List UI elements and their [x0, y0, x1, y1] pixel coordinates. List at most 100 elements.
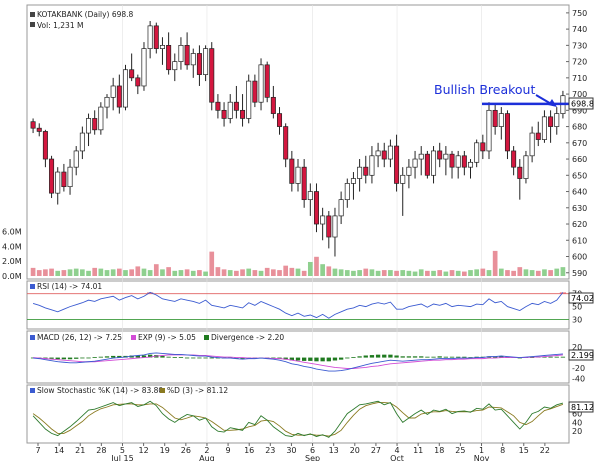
volume-bar — [258, 270, 264, 276]
volume-bar — [455, 270, 461, 276]
macd-tick-label: -20 — [572, 364, 585, 373]
macd-divergence-bar — [449, 356, 455, 358]
candle-body — [289, 158, 295, 184]
volume-bar — [351, 270, 356, 276]
macd-divergence-bar — [419, 356, 424, 358]
macd-divergence-bar — [332, 357, 338, 361]
candle-body — [406, 166, 412, 176]
x-tick-label: 19 — [160, 446, 170, 455]
volume-bar — [535, 270, 541, 276]
macd-divergence-bar — [129, 355, 134, 358]
candle-body — [523, 155, 529, 179]
candle-body — [498, 113, 504, 127]
candle-body — [326, 215, 332, 238]
volume-bar — [172, 270, 178, 276]
stoch-value-box — [568, 401, 594, 413]
stoch-value: 81.12 — [571, 403, 594, 412]
volume-bar — [301, 270, 307, 276]
macd-divergence-bar — [560, 356, 566, 358]
price-tick-label: 680 — [572, 123, 587, 132]
macd-divergence-bar — [172, 357, 177, 358]
candle-body — [437, 150, 443, 160]
candle-body — [344, 183, 350, 201]
macd-divergence-bar — [357, 356, 362, 358]
volume-bar — [178, 270, 184, 276]
price-tick-label: 740 — [572, 25, 587, 34]
macd-divergence-bar — [406, 356, 412, 358]
candle-body — [252, 80, 258, 103]
volume-bar — [388, 270, 393, 276]
macd-value-box — [568, 349, 594, 361]
candle-body — [295, 166, 301, 184]
ema-swatch — [131, 335, 136, 340]
x-tick-label: 18 — [434, 446, 444, 455]
volume-bar — [369, 269, 375, 276]
macd-divergence-bar — [203, 357, 208, 359]
macd-divergence-bar — [184, 357, 190, 359]
volume-ticks: 0.0M 2.0M 4.0M 6.0M — [2, 228, 22, 281]
x-tick-label: 25 — [455, 446, 465, 455]
x-tick-label: 2 — [204, 446, 209, 455]
candle-body — [98, 106, 104, 131]
candle-body — [196, 53, 202, 75]
price-tick-label: 750 — [572, 9, 587, 18]
candle-body — [233, 101, 239, 111]
candle-body — [135, 77, 141, 87]
candle-body — [240, 109, 246, 119]
rsi-tick-label: 30 — [572, 316, 582, 325]
macd-divergence-bar — [49, 357, 54, 359]
macd-divergence-bar — [160, 355, 165, 358]
volume-bar — [492, 250, 498, 276]
volume-bar — [283, 265, 289, 276]
candle-body — [394, 145, 400, 184]
candle-body — [258, 64, 264, 103]
stoch-tick-label: 60 — [572, 410, 582, 419]
volume-tick-label: 2.0M — [2, 257, 22, 266]
candle-body — [400, 174, 406, 184]
candle-body — [122, 69, 129, 108]
candle-body — [49, 158, 55, 194]
candle-body — [350, 178, 356, 184]
volume-bar — [548, 270, 553, 276]
macd-divergence-bar — [74, 357, 79, 359]
rsi-label: RSI (14) -> 74.01 — [37, 282, 102, 291]
price-tick-label: 720 — [572, 58, 587, 67]
candle-body — [338, 199, 344, 217]
macd-divergence-bar — [240, 357, 245, 359]
x-tick-label: 15 — [519, 446, 529, 455]
volume-bar — [363, 268, 369, 276]
volume-bar — [418, 269, 424, 276]
candle-body — [431, 150, 437, 176]
candle-body — [554, 113, 560, 127]
candle-body — [277, 113, 283, 127]
stoch-d-swatch — [160, 388, 165, 393]
volume-bar — [326, 266, 332, 276]
volume-bar — [517, 267, 523, 276]
x-tick-label: 23 — [265, 446, 275, 455]
volume-bar — [412, 271, 418, 276]
candle-body — [375, 150, 381, 157]
stoch-d-line — [32, 402, 564, 437]
volume-bar — [80, 269, 85, 276]
candle-body — [61, 171, 67, 188]
x-tick-label: 22 — [540, 446, 550, 455]
macd-divergence-bar — [529, 357, 535, 358]
candle-body — [301, 166, 307, 201]
volume-swatch — [30, 22, 35, 27]
macd-divergence-bar — [351, 357, 356, 358]
macd-divergence-bar — [412, 356, 418, 358]
volume-bar — [86, 270, 91, 276]
volume-bar — [160, 269, 165, 276]
candle-body — [153, 25, 159, 49]
macd-divergence-bar — [166, 356, 171, 358]
candle-body — [369, 155, 375, 176]
candle-body — [474, 142, 480, 163]
volume-bar — [240, 269, 245, 276]
volume-bar — [67, 269, 73, 276]
volume-tick-label: 0.0M — [2, 272, 22, 281]
x-tick-label: 28 — [96, 446, 106, 455]
price-tick-label: 700 — [572, 90, 587, 99]
candle-body — [320, 215, 326, 225]
rsi-overbought-fill — [147, 292, 154, 294]
